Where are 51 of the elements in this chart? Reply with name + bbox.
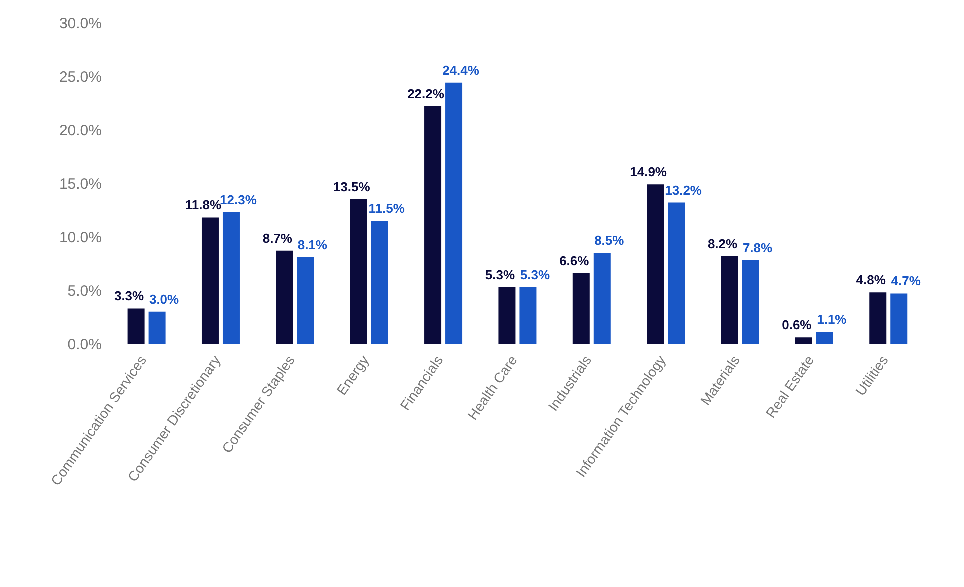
data-label: 8.5% bbox=[594, 233, 625, 248]
data-label: 5.3% bbox=[485, 267, 516, 282]
data-label: 8.1% bbox=[298, 237, 328, 252]
bar bbox=[668, 202, 686, 344]
data-label: 22.2% bbox=[408, 86, 445, 102]
bar bbox=[222, 212, 240, 344]
bar bbox=[128, 308, 145, 344]
data-label: 11.8% bbox=[185, 198, 222, 213]
bar bbox=[520, 287, 537, 344]
data-label: 8.7% bbox=[262, 230, 293, 246]
data-label: 24.4% bbox=[442, 62, 480, 78]
bar bbox=[148, 312, 166, 344]
bar bbox=[498, 287, 516, 344]
data-label: 12.3% bbox=[220, 192, 258, 208]
data-label: 14.9% bbox=[630, 164, 668, 180]
data-label: 13.5% bbox=[333, 180, 371, 195]
bar bbox=[742, 260, 760, 344]
y-tick-label: 5.0% bbox=[68, 282, 102, 300]
y-tick-label: 15.0% bbox=[59, 176, 102, 193]
bar bbox=[795, 338, 812, 344]
bar bbox=[371, 220, 388, 344]
y-tick-label: 20.0% bbox=[59, 122, 102, 140]
y-tick-label: 25.0% bbox=[59, 68, 102, 86]
bar bbox=[594, 253, 611, 344]
bar bbox=[424, 106, 442, 344]
data-label: 13.2% bbox=[665, 182, 702, 198]
bar bbox=[721, 256, 738, 344]
data-label: 7.8% bbox=[742, 240, 774, 256]
bar bbox=[647, 184, 664, 344]
bar bbox=[202, 218, 219, 344]
y-tick-label: 10.0% bbox=[59, 229, 102, 246]
bar bbox=[816, 332, 834, 344]
data-label: 3.3% bbox=[114, 288, 145, 304]
y-tick-label: 0.0% bbox=[68, 336, 102, 354]
bar bbox=[870, 292, 887, 344]
bar bbox=[890, 294, 908, 344]
bar bbox=[276, 250, 294, 344]
bar bbox=[350, 200, 368, 344]
data-label: 0.6% bbox=[782, 318, 812, 333]
bar bbox=[297, 257, 314, 344]
data-label: 11.5% bbox=[368, 200, 406, 216]
data-label: 4.8% bbox=[856, 272, 886, 288]
y-tick-label: 30.0% bbox=[59, 15, 102, 32]
bar bbox=[446, 82, 463, 344]
data-label: 1.1% bbox=[817, 312, 848, 328]
data-label: 3.0% bbox=[149, 292, 180, 307]
bar bbox=[572, 273, 590, 344]
data-label: 4.7% bbox=[891, 274, 922, 289]
data-label: 8.2% bbox=[708, 236, 738, 252]
data-label: 6.6% bbox=[560, 253, 590, 268]
data-label: 5.3% bbox=[520, 267, 550, 282]
